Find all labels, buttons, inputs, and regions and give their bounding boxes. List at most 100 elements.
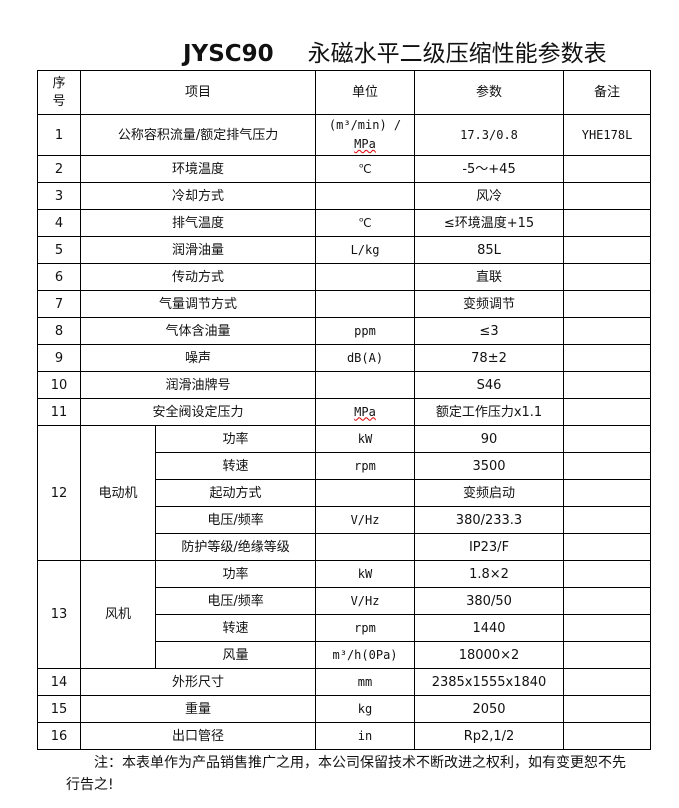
- table-row: 9 噪声 dB(A) 78±2: [37, 344, 652, 372]
- cell-note: [563, 587, 652, 615]
- cell-item: 环境温度: [79, 155, 317, 183]
- cell-unit: kW: [315, 560, 416, 588]
- table-row: 8 气体含油量 ppm ≤3: [37, 317, 652, 345]
- cell-note: [563, 155, 652, 183]
- spec-table: 序号 项目 单位 参数 备注 1 公称容积流量/额定排气压力 (m³/min) …: [37, 70, 652, 750]
- cell-param: ≤3: [414, 317, 565, 345]
- cell-unit: (m³/min) / MPa: [315, 114, 416, 156]
- cell-item: 气量调节方式: [79, 290, 317, 318]
- cell-item: 风量: [154, 641, 317, 669]
- table-row: 6 传动方式 直联: [37, 263, 652, 291]
- cell-seq: 7: [37, 290, 81, 318]
- cell-note: [563, 182, 652, 210]
- cell-item: 防护等级/绝缘等级: [154, 533, 317, 561]
- cell-item: 转速: [154, 452, 317, 480]
- cell-item: 功率: [154, 425, 317, 453]
- cell-seq: 2: [37, 155, 81, 183]
- cell-unit: V/Hz: [315, 587, 416, 615]
- title-name: 永磁水平二级压缩性能参数表: [307, 41, 607, 67]
- cell-item: 安全阀设定压力: [79, 398, 317, 426]
- cell-unit: rpm: [315, 452, 416, 480]
- cell-seq: 3: [37, 182, 81, 210]
- cell-param: Rp2,1/2: [414, 722, 565, 750]
- cell-item: 气体含油量: [79, 317, 317, 345]
- table-row: 4 排气温度 ℃ ≤环境温度+15: [37, 209, 652, 237]
- cell-note: YHE178L: [563, 114, 652, 156]
- cell-note: [563, 209, 652, 237]
- cell-note: [563, 560, 652, 588]
- cell-seq: 12: [37, 425, 81, 561]
- header-unit: 单位: [315, 70, 416, 115]
- cell-item: 转速: [154, 614, 317, 642]
- cell-note: [563, 452, 652, 480]
- cell-param: 1440: [414, 614, 565, 642]
- cell-note: [563, 722, 652, 750]
- cell-item: 重量: [79, 695, 317, 723]
- cell-param: 变频调节: [414, 290, 565, 318]
- model-code: JYSC90: [183, 41, 274, 67]
- cell-unit: V/Hz: [315, 506, 416, 534]
- cell-seq: 1: [37, 114, 81, 156]
- cell-note: [563, 479, 652, 507]
- cell-param: 3500: [414, 452, 565, 480]
- cell-item: 噪声: [79, 344, 317, 372]
- header-row: 序号 项目 单位 参数 备注: [37, 70, 652, 115]
- cell-item: 润滑油牌号: [79, 371, 317, 399]
- cell-seq: 5: [37, 236, 81, 264]
- table-row: 1 公称容积流量/额定排气压力 (m³/min) / MPa 17.3/0.8 Y…: [37, 114, 652, 156]
- cell-param: 1.8×2: [414, 560, 565, 588]
- cell-note: [563, 641, 652, 669]
- motor-row: 12 电动机 功率 kW 90: [37, 425, 652, 561]
- cell-seq: 11: [37, 398, 81, 426]
- cell-param: 2050: [414, 695, 565, 723]
- cell-param: 380/233.3: [414, 506, 565, 534]
- cell-unit: [315, 263, 416, 291]
- group-label: 风机: [80, 560, 156, 669]
- cell-item: 排气温度: [79, 209, 317, 237]
- cell-note: [563, 371, 652, 399]
- cell-param: ≤环境温度+15: [414, 209, 565, 237]
- cell-seq: 6: [37, 263, 81, 291]
- header-seq: 序号: [37, 70, 81, 115]
- group-label: 电动机: [80, 425, 156, 561]
- table-row: 16 出口管径 in Rp2,1/2: [37, 722, 652, 750]
- header-item: 项目: [79, 70, 317, 115]
- cell-param: 380/50: [414, 587, 565, 615]
- cell-item: 电压/频率: [154, 506, 317, 534]
- cell-unit: ℃: [315, 209, 416, 237]
- cell-unit: m³/h(0Pa): [315, 641, 416, 669]
- table-row: 5 润滑油量 L/kg 85L: [37, 236, 652, 264]
- cell-param: 85L: [414, 236, 565, 264]
- cell-note: [563, 398, 652, 426]
- cell-note: [563, 533, 652, 561]
- cell-item: 润滑油量: [79, 236, 317, 264]
- table-row: 10 润滑油牌号 S46: [37, 371, 652, 399]
- cell-item: 冷却方式: [79, 182, 317, 210]
- page-title: JYSC90 永磁水平二级压缩性能参数表: [183, 34, 607, 68]
- cell-unit: [315, 290, 416, 318]
- table-row: 14 外形尺寸 mm 2385x1555x1840: [37, 668, 652, 696]
- cell-unit: [315, 533, 416, 561]
- cell-item: 起动方式: [154, 479, 317, 507]
- unit-line: MPa: [354, 137, 376, 151]
- cell-note: [563, 695, 652, 723]
- cell-seq: 8: [37, 317, 81, 345]
- cell-param: 风冷: [414, 182, 565, 210]
- cell-note: [563, 290, 652, 318]
- table-row: 7 气量调节方式 变频调节: [37, 290, 652, 318]
- motor-row: 电压/频率 V/Hz 380/233.3: [38, 506, 652, 534]
- cell-param: 90: [414, 425, 565, 453]
- cell-note: [563, 236, 652, 264]
- cell-param: 变频启动: [414, 479, 565, 507]
- fan-row: 电压/频率 V/Hz 380/50: [38, 587, 652, 615]
- header-note: 备注: [563, 70, 652, 115]
- cell-item: 功率: [154, 560, 317, 588]
- cell-seq: 10: [37, 371, 81, 399]
- cell-unit: kW: [315, 425, 416, 453]
- cell-seq: 16: [37, 722, 81, 750]
- cell-unit: in: [315, 722, 416, 750]
- motor-row: 转速 rpm 3500: [38, 452, 652, 480]
- cell-param: 17.3/0.8: [414, 114, 565, 156]
- cell-unit: rpm: [315, 614, 416, 642]
- cell-seq: 14: [37, 668, 81, 696]
